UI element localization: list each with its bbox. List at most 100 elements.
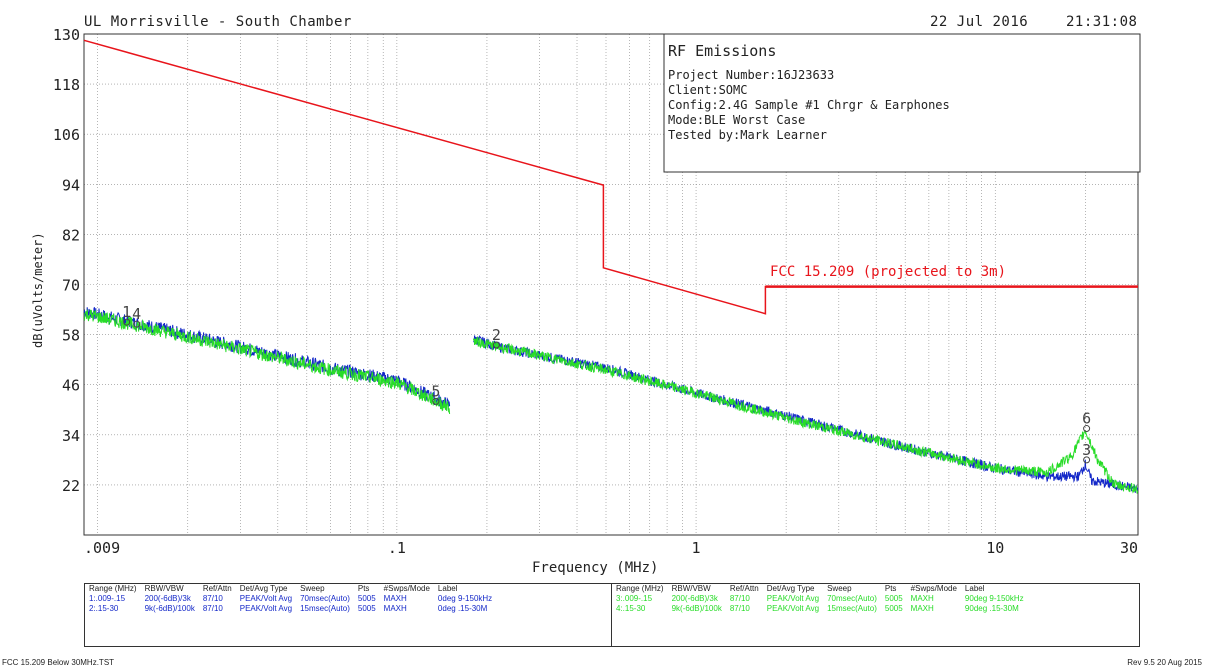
y-tick-label: 106: [53, 126, 80, 144]
cell: 90deg 9-150kHz: [964, 594, 1024, 603]
y-tick-label: 82: [62, 226, 80, 244]
series-group: [83, 306, 1139, 494]
cell: 2:.15-30: [89, 604, 119, 613]
time-label: 21:31:08: [1066, 14, 1138, 30]
cell: 1:.009-.15: [89, 594, 126, 603]
col-label: Label: [437, 584, 458, 593]
marker-circle: [432, 397, 440, 405]
cell: 200(-6dB)/3k: [144, 594, 191, 603]
sweep-table-left: Range (MHz) RBW/VBW Ref/Attn Det/Avg Typ…: [84, 583, 612, 647]
y-tick-label: 118: [53, 76, 80, 94]
col-sweep: Sweep: [300, 584, 325, 593]
cell: PEAK/Volt Avg: [766, 604, 820, 613]
footer-revision: Rev 9.5 20 Aug 2015: [1127, 658, 1202, 667]
y-tick-label: 70: [62, 277, 80, 295]
cell: 0deg 9-150kHz: [437, 594, 493, 603]
cell: MAXH: [383, 604, 407, 613]
cell: 87/10: [729, 594, 750, 603]
cell: 70msec(Auto): [300, 594, 350, 603]
cell: 5005: [884, 594, 903, 603]
marker-label: 4: [132, 305, 141, 323]
info-line-tester: Tested by:Mark Learner: [668, 128, 827, 142]
cell: 200(-6dB)/3k: [671, 594, 718, 603]
series-4-line: [472, 336, 1139, 494]
marker-label: 6: [1082, 410, 1091, 428]
table-row: 3:.009-.15 200(-6dB)/3k 87/10 PEAK/Volt …: [612, 594, 1028, 604]
info-box-frame: [663, 33, 1141, 173]
sweep-table-right: Range (MHz) RBW/VBW Ref/Attn Det/Avg Typ…: [611, 583, 1140, 647]
y-tick-label: 46: [62, 377, 80, 395]
cell: 87/10: [202, 604, 223, 613]
cell: 15msec(Auto): [300, 604, 350, 613]
marker-circle: [1083, 425, 1091, 433]
marker-label: 1: [122, 303, 131, 321]
col-swps: #Swps/Mode: [910, 584, 957, 593]
date-label: 22 Jul 2016: [930, 14, 1029, 30]
col-range: Range (MHz): [89, 584, 137, 593]
col-sweep: Sweep: [827, 584, 852, 593]
series-3-line: [83, 309, 451, 415]
footer-test-file: FCC 15.209 Below 30MHz.TST: [2, 658, 115, 667]
cell: 90deg .15-30M: [964, 604, 1019, 613]
info-box: RF Emissions Project Number:16J23633 Cli…: [663, 33, 1141, 173]
cell: 87/10: [729, 604, 750, 613]
cell: MAXH: [383, 594, 407, 603]
markers-group: 1 4 5 2 6 3: [122, 303, 1091, 464]
col-ref: Ref/Attn: [729, 584, 759, 593]
table-row: 2:.15-30 9k(-6dB)/100k 87/10 PEAK/Volt A…: [85, 604, 496, 614]
cell: 3:.009-.15: [616, 594, 653, 603]
cell: MAXH: [910, 604, 934, 613]
sweep-table-left-grid: Range (MHz) RBW/VBW Ref/Attn Det/Avg Typ…: [85, 584, 496, 614]
col-range: Range (MHz): [616, 584, 664, 593]
col-swps: #Swps/Mode: [383, 584, 430, 593]
col-det: Det/Avg Type: [239, 584, 288, 593]
marker-label: 2: [492, 326, 501, 344]
cell: PEAK/Volt Avg: [766, 594, 820, 603]
x-tick-label: 30: [1120, 539, 1138, 557]
cell: PEAK/Volt Avg: [239, 594, 293, 603]
cell: 70msec(Auto): [827, 594, 877, 603]
table-row: 1:.009-.15 200(-6dB)/3k 87/10 PEAK/Volt …: [85, 594, 496, 604]
marker-circle: [123, 318, 131, 326]
col-rbw: RBW/VBW: [144, 584, 184, 593]
y-tick-label: 94: [62, 176, 80, 194]
x-tick-label: .1: [388, 539, 406, 557]
cell: MAXH: [910, 594, 934, 603]
cell: 87/10: [202, 594, 223, 603]
cell: 5005: [884, 604, 903, 613]
cell: 5005: [357, 594, 376, 603]
marker-label: 3: [1082, 441, 1091, 459]
y-axis-label: dB(uVolts/meter): [31, 232, 45, 348]
plot-frame: [83, 33, 1139, 536]
y-tick-label: 22: [62, 477, 80, 495]
limit-line-group: [83, 39, 1138, 315]
cell: 15msec(Auto): [827, 604, 877, 613]
x-tick-label: 10: [986, 539, 1004, 557]
col-pts: Pts: [884, 584, 897, 593]
col-rbw: RBW/VBW: [671, 584, 711, 593]
table-row: 4:.15-30 9k(-6dB)/100k 87/10 PEAK/Volt A…: [612, 604, 1028, 614]
cell: 9k(-6dB)/100k: [671, 604, 722, 613]
marker-circle: [133, 320, 141, 328]
cell: 4:.15-30: [616, 604, 646, 613]
y-tick-label: 34: [62, 427, 80, 445]
info-line-mode: Mode:BLE Worst Case: [668, 113, 805, 127]
x-tick-label: .009: [84, 539, 120, 557]
info-line-project: Project Number:16J23633: [668, 68, 834, 82]
y-tick-label: 58: [62, 327, 80, 345]
col-label: Label: [964, 584, 985, 593]
site-title: UL Morrisville - South Chamber: [84, 14, 352, 30]
limit-line-label: FCC 15.209 (projected to 3m): [770, 264, 1006, 280]
cell: 9k(-6dB)/100k: [144, 604, 195, 613]
col-ref: Ref/Attn: [202, 584, 232, 593]
marker-label: 5: [431, 382, 440, 400]
sweep-table-right-grid: Range (MHz) RBW/VBW Ref/Attn Det/Avg Typ…: [612, 584, 1028, 614]
cell: 0deg .15-30M: [437, 604, 488, 613]
col-det: Det/Avg Type: [766, 584, 815, 593]
x-tick-label: 1: [692, 539, 701, 557]
x-axis-label: Frequency (MHz): [532, 560, 658, 576]
y-tick-label: 130: [53, 26, 80, 44]
info-line-config: Config:2.4G Sample #1 Chrgr & Earphones: [668, 98, 950, 112]
